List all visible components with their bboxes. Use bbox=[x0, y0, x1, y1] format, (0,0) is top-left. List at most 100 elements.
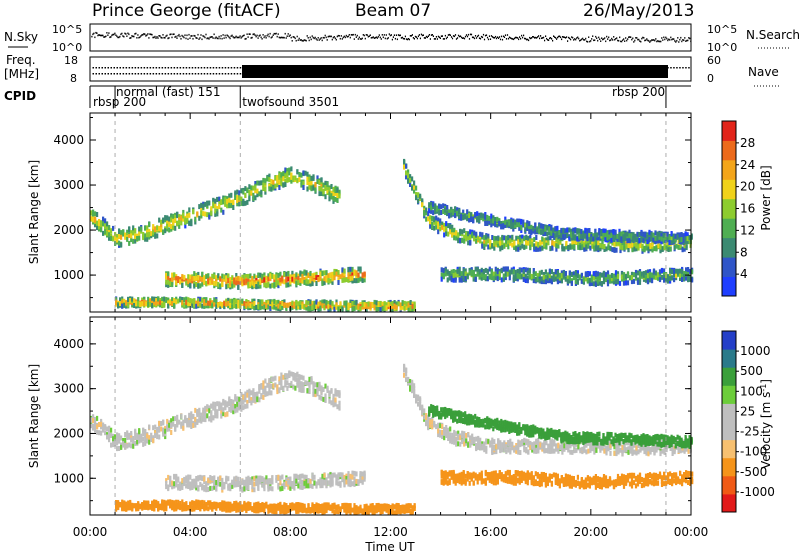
power-echo-cell bbox=[514, 275, 517, 281]
station-title: Prince George (fitACF) bbox=[92, 1, 281, 21]
power-echo-cell bbox=[458, 266, 461, 272]
nave-point bbox=[134, 73, 137, 75]
noise-point bbox=[547, 39, 549, 41]
power-echo-cell bbox=[466, 209, 469, 215]
freq-point bbox=[203, 67, 206, 69]
power-echo-cell bbox=[295, 275, 298, 281]
power-echo-cell bbox=[580, 234, 583, 239]
noise-point bbox=[449, 34, 451, 36]
power-echo-cell bbox=[347, 305, 350, 311]
power-echo-cell bbox=[272, 179, 275, 185]
power-echo-cell bbox=[524, 227, 527, 233]
power-echo-cell bbox=[610, 232, 613, 238]
power-echo-cell bbox=[638, 271, 642, 277]
power-echo-cell bbox=[251, 304, 254, 310]
power-echo-cell bbox=[282, 172, 285, 178]
power-echo-cell bbox=[506, 271, 509, 277]
power-echo-cell bbox=[200, 207, 203, 213]
power-echo-cell bbox=[544, 274, 547, 280]
noise-point bbox=[344, 36, 346, 39]
velocity-echo-cell bbox=[116, 432, 119, 438]
cpid-segment-label: normal (fast) 151 bbox=[116, 85, 220, 99]
power-echo-cell bbox=[363, 302, 366, 308]
power-echo-cell bbox=[541, 245, 544, 251]
power-echo-cell bbox=[481, 232, 484, 238]
noise-point bbox=[244, 38, 246, 40]
power-echo-cell bbox=[301, 273, 304, 279]
noise-point bbox=[441, 35, 443, 37]
power-echo-cell bbox=[680, 232, 683, 237]
noise-point bbox=[428, 34, 430, 36]
noise-point bbox=[557, 36, 559, 39]
power-echo-cell bbox=[648, 269, 652, 275]
power-colorbar-swatch bbox=[722, 198, 736, 219]
noise-point bbox=[185, 37, 187, 40]
velocity-echo-cell bbox=[156, 426, 159, 432]
power-echo-cell bbox=[236, 189, 239, 195]
power-echo-cell bbox=[259, 279, 262, 285]
velocity-echo-cell bbox=[286, 385, 289, 391]
power-echo-cell bbox=[524, 278, 527, 283]
noise-point bbox=[431, 34, 433, 36]
power-echo-cell bbox=[259, 305, 262, 311]
power-echo-cell bbox=[639, 243, 642, 249]
nave-point bbox=[230, 73, 233, 75]
power-echo-cell bbox=[573, 240, 576, 246]
power-echo-cell bbox=[286, 177, 289, 183]
freq-point bbox=[230, 67, 233, 69]
freq-point bbox=[122, 67, 125, 69]
power-echo-cell bbox=[462, 215, 465, 221]
noise-point bbox=[453, 35, 456, 38]
power-echo-cell bbox=[554, 276, 557, 282]
power-echo-cell bbox=[558, 275, 561, 281]
power-echo-cell bbox=[663, 272, 666, 278]
power-echo-cell bbox=[634, 272, 638, 278]
power-echo-cell bbox=[537, 246, 540, 252]
power-echo-cell bbox=[206, 201, 209, 206]
power-echo-cell bbox=[568, 270, 571, 276]
power-echo-cell bbox=[632, 237, 635, 243]
velocity-echo-cell bbox=[134, 435, 137, 440]
power-echo-cell bbox=[308, 176, 311, 182]
power-echo-cell bbox=[349, 302, 352, 308]
power-echo-cell bbox=[365, 303, 368, 309]
power-echo-cell bbox=[189, 301, 192, 307]
power-echo-cell bbox=[434, 209, 437, 215]
power-echo-cell bbox=[310, 181, 313, 187]
power-echo-cell bbox=[544, 226, 547, 232]
power-echo-cell bbox=[679, 268, 682, 274]
velocity-echo-cell bbox=[298, 374, 301, 380]
power-echo-cell bbox=[449, 229, 452, 235]
power-echo-cell bbox=[521, 243, 524, 249]
power-echo-cell bbox=[570, 228, 573, 234]
velocity-echo-cell bbox=[403, 367, 406, 373]
power-echo-cell bbox=[480, 275, 483, 281]
power-echo-cell bbox=[127, 297, 130, 302]
power-echo-cell bbox=[603, 244, 606, 249]
noise-point bbox=[179, 35, 181, 38]
power-echo-cell bbox=[459, 238, 462, 244]
power-echo-cell bbox=[685, 267, 688, 273]
power-echo-cell bbox=[299, 277, 302, 283]
power-echo-cell bbox=[544, 269, 547, 275]
noise-point bbox=[343, 35, 345, 38]
power-echo-cell bbox=[453, 235, 456, 241]
noise-point bbox=[107, 34, 109, 36]
power-echo-cell bbox=[325, 270, 328, 276]
power-echo-cell bbox=[154, 227, 157, 233]
power-echo-cell bbox=[686, 236, 689, 242]
freq-point bbox=[137, 67, 140, 69]
power-echo-cell bbox=[640, 231, 643, 236]
noise-point bbox=[288, 35, 290, 37]
freq-point bbox=[146, 67, 149, 69]
power-echo-cell bbox=[171, 272, 174, 278]
noise-point bbox=[292, 36, 294, 38]
power-echo-cell bbox=[332, 191, 335, 197]
noise-point bbox=[149, 33, 151, 35]
power-echo-cell bbox=[500, 224, 503, 230]
power-echo-cell bbox=[357, 266, 360, 272]
noise-point bbox=[387, 37, 389, 39]
noise-point bbox=[114, 32, 116, 35]
power-echo-cell bbox=[205, 303, 208, 309]
power-echo-cell bbox=[325, 300, 328, 306]
